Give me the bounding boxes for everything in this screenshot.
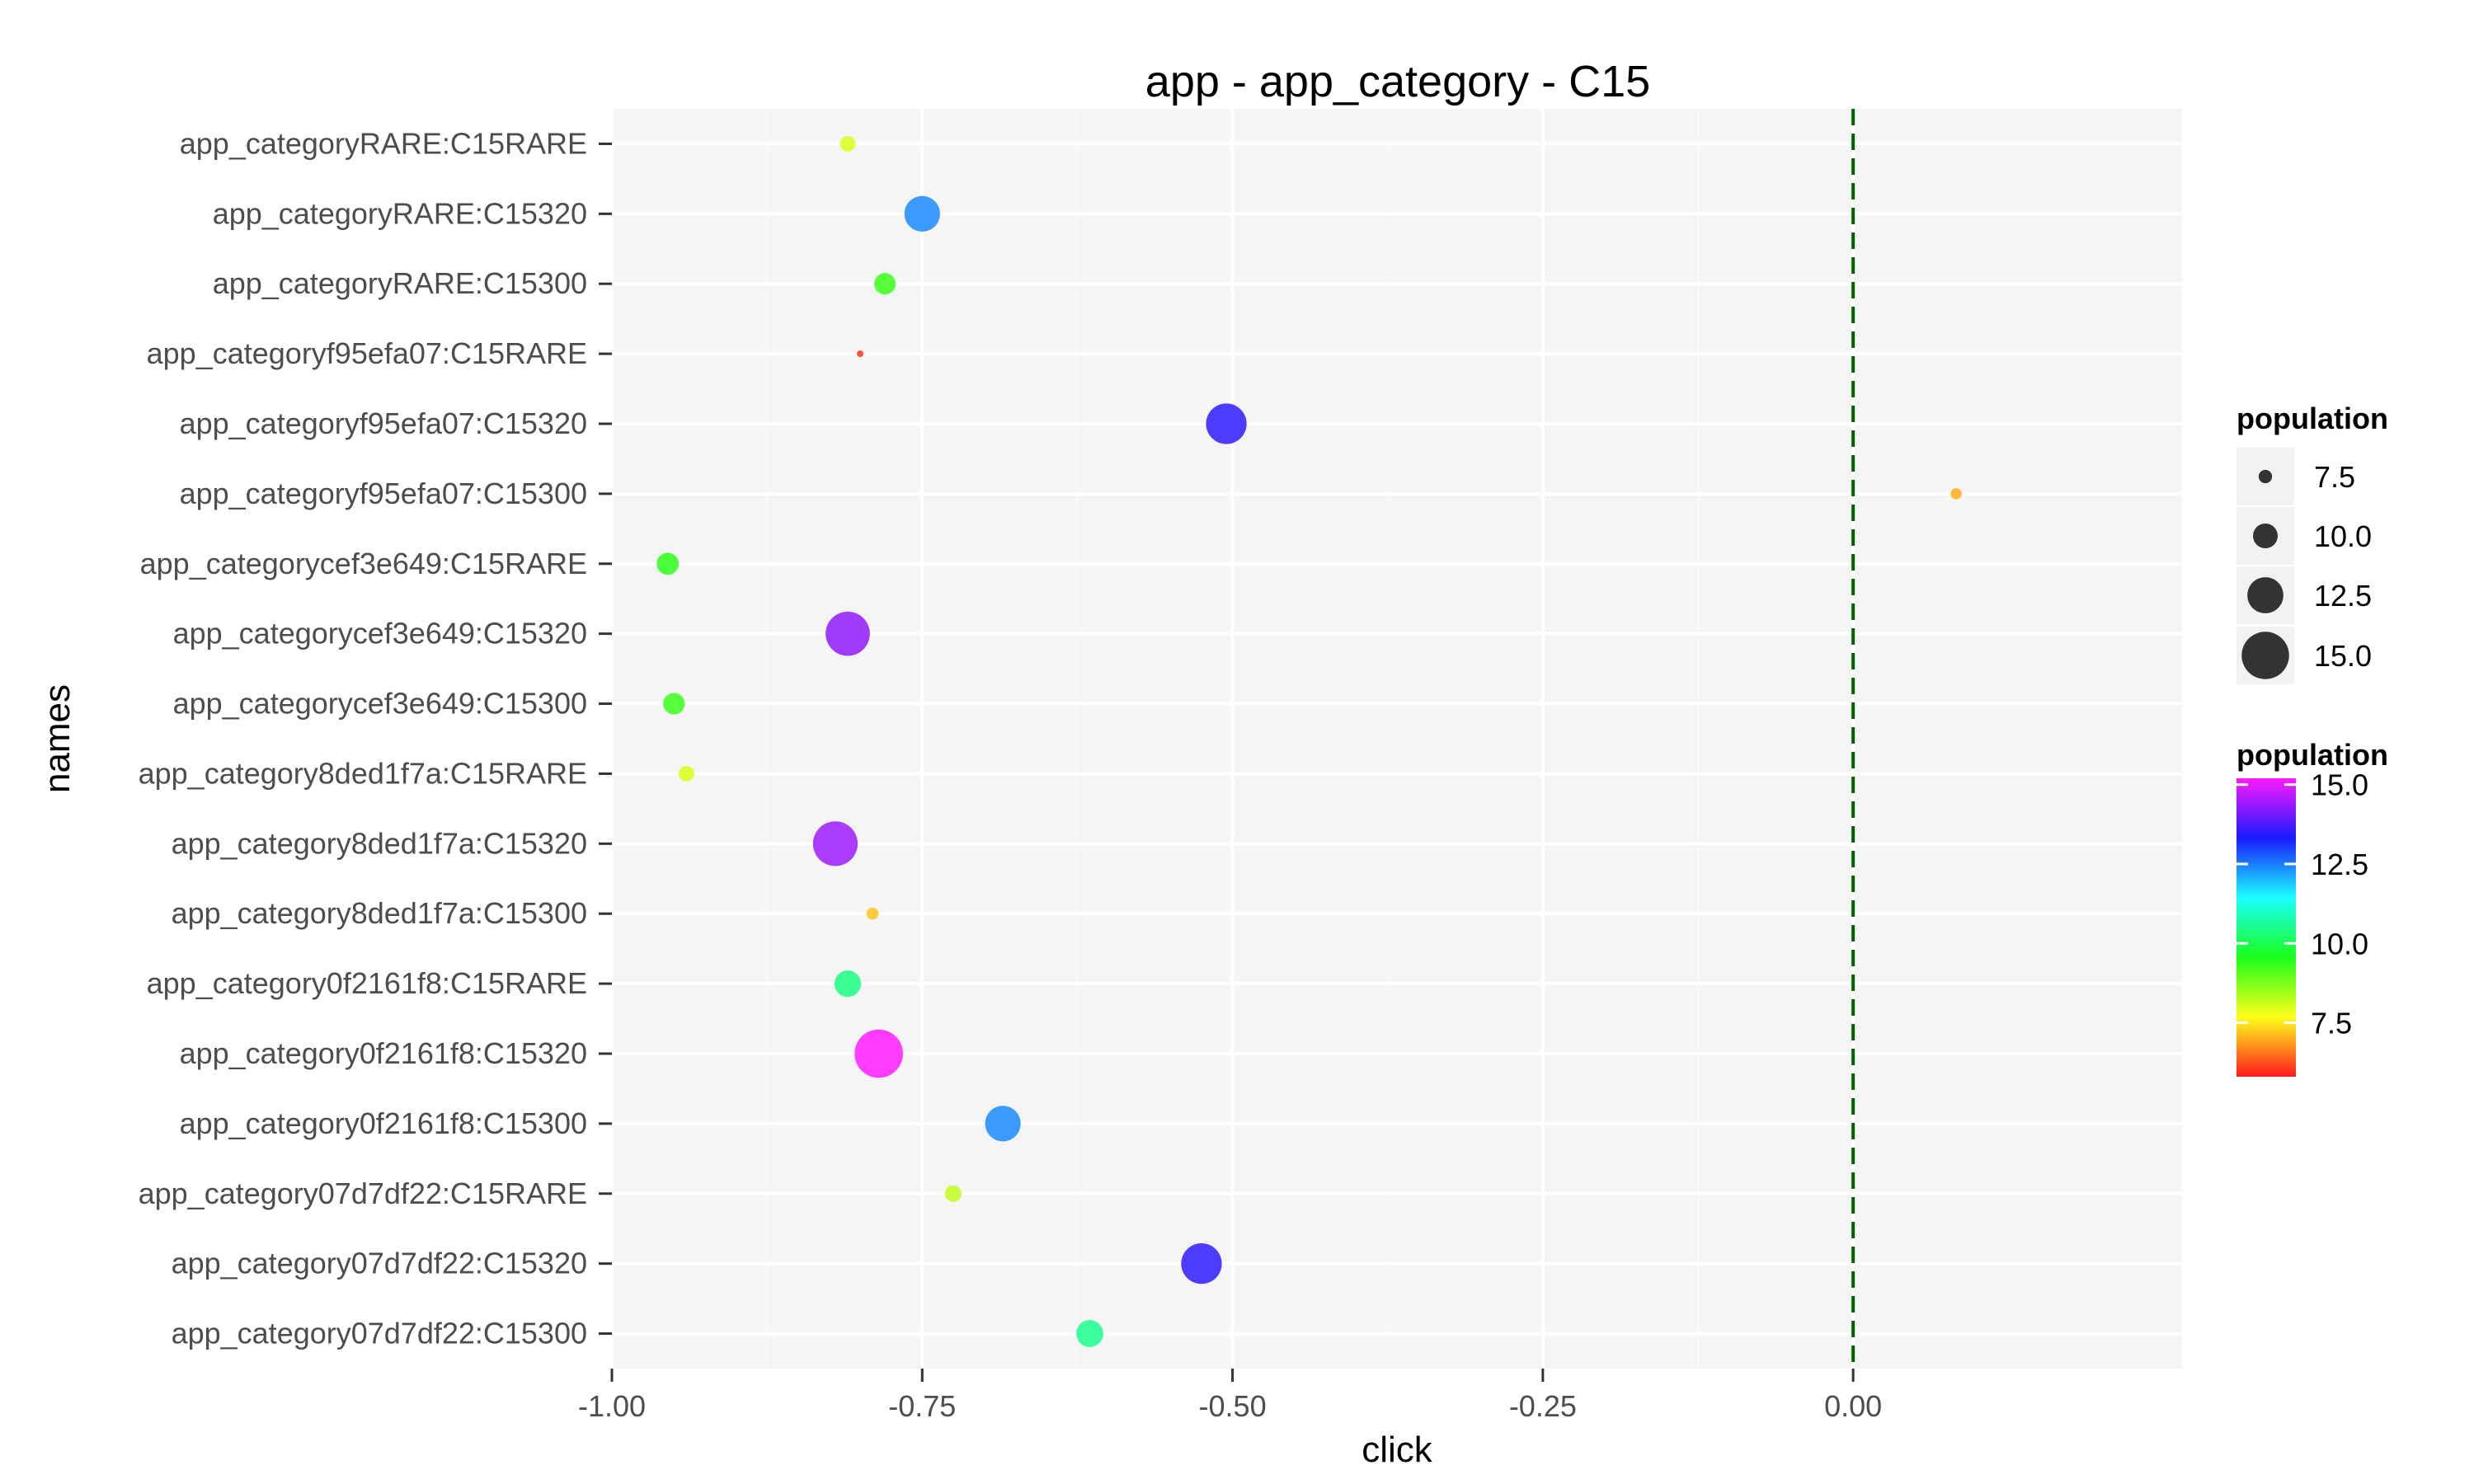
y-tick-label: app_categorycef3e649:C15RARE — [140, 547, 587, 580]
y-tick-label: app_categoryRARE:C15RARE — [180, 126, 587, 160]
color-legend-label: 10.0 — [2311, 927, 2368, 960]
y-axis-title: names — [37, 684, 78, 793]
y-tick-label: app_category0f2161f8:C15300 — [180, 1106, 587, 1140]
x-tick-label: 0.00 — [1824, 1389, 1882, 1423]
y-tick-label: app_categoryRARE:C15300 — [213, 266, 587, 300]
y-tick-label: app_category0f2161f8:C15RARE — [147, 966, 587, 1000]
size-legend-dot — [2241, 632, 2289, 679]
x-tick-label: -1.00 — [578, 1389, 646, 1423]
y-tick-label: app_category8ded1f7a:C15320 — [172, 826, 587, 860]
color-legend-bar — [2236, 778, 2296, 1077]
size-legend-label: 10.0 — [2314, 519, 2372, 553]
y-tick-label: app_categoryf95efa07:C15300 — [180, 477, 587, 510]
chart-title: app - app_category - C15 — [1145, 57, 1650, 106]
y-tick-label: app_categorycef3e649:C15320 — [173, 617, 587, 650]
gridlines — [610, 109, 2182, 1369]
data-point — [904, 195, 940, 232]
y-tick-label: app_categoryf95efa07:C15320 — [180, 406, 587, 440]
data-point — [985, 1106, 1021, 1142]
color-legend-label: 15.0 — [2311, 768, 2368, 802]
x-tick-label: -0.75 — [888, 1389, 956, 1423]
size-legend-label: 12.5 — [2314, 579, 2372, 613]
data-point — [1950, 488, 1962, 500]
size-legend: population 7.5 10.0 12.5 15.0 — [2236, 402, 2388, 684]
data-point — [874, 273, 896, 295]
y-tick-label: app_category8ded1f7a:C15RARE — [139, 756, 587, 790]
data-point — [825, 611, 870, 656]
size-legend-dot — [2247, 577, 2284, 613]
data-point — [663, 693, 685, 715]
data-point — [854, 1029, 903, 1078]
x-axis-title: click — [1362, 1430, 1433, 1470]
y-tick-label: app_category0f2161f8:C15320 — [180, 1036, 587, 1070]
data-point — [1181, 1243, 1222, 1284]
y-tick-label: app_category07d7df22:C15RARE — [139, 1176, 587, 1210]
color-legend-label: 12.5 — [2311, 848, 2368, 881]
data-point — [857, 350, 864, 358]
y-axis: app_categoryRARE:C15RARE app_categoryRARE… — [139, 126, 612, 1350]
data-point — [656, 552, 680, 575]
size-legend-label: 7.5 — [2314, 460, 2355, 494]
data-point — [840, 135, 856, 152]
data-point — [866, 907, 879, 920]
color-legend: population 7.5 10.0 12.5 15.0 — [2236, 738, 2388, 1077]
y-tick-label: app_categoryf95efa07:C15RARE — [147, 336, 587, 370]
y-tick-label: app_categorycef3e649:C15300 — [173, 687, 587, 721]
x-tick-label: -0.25 — [1509, 1389, 1577, 1423]
x-axis: -1.00 -0.75 -0.50 -0.25 0.00 — [578, 1369, 1882, 1423]
points-group — [656, 135, 1962, 1347]
data-point — [812, 821, 858, 866]
plot-panel — [612, 109, 2182, 1369]
y-tick-label: app_category07d7df22:C15300 — [172, 1317, 587, 1350]
y-tick-label: app_category07d7df22:C15320 — [172, 1247, 587, 1280]
size-legend-title: population — [2236, 402, 2388, 435]
size-legend-label: 15.0 — [2314, 639, 2372, 673]
x-tick-label: -0.50 — [1199, 1389, 1267, 1423]
color-legend-title: population — [2236, 738, 2388, 772]
y-tick-label: app_category8ded1f7a:C15300 — [172, 896, 587, 930]
color-legend-label: 7.5 — [2311, 1007, 2352, 1040]
size-legend-dot — [2258, 469, 2273, 484]
data-point — [834, 970, 862, 998]
data-point — [944, 1185, 962, 1202]
y-tick-label: app_categoryRARE:C15320 — [213, 196, 587, 230]
size-legend-dot — [2253, 524, 2278, 548]
data-point — [1076, 1320, 1103, 1347]
data-point — [1206, 403, 1247, 444]
data-point — [678, 765, 694, 782]
